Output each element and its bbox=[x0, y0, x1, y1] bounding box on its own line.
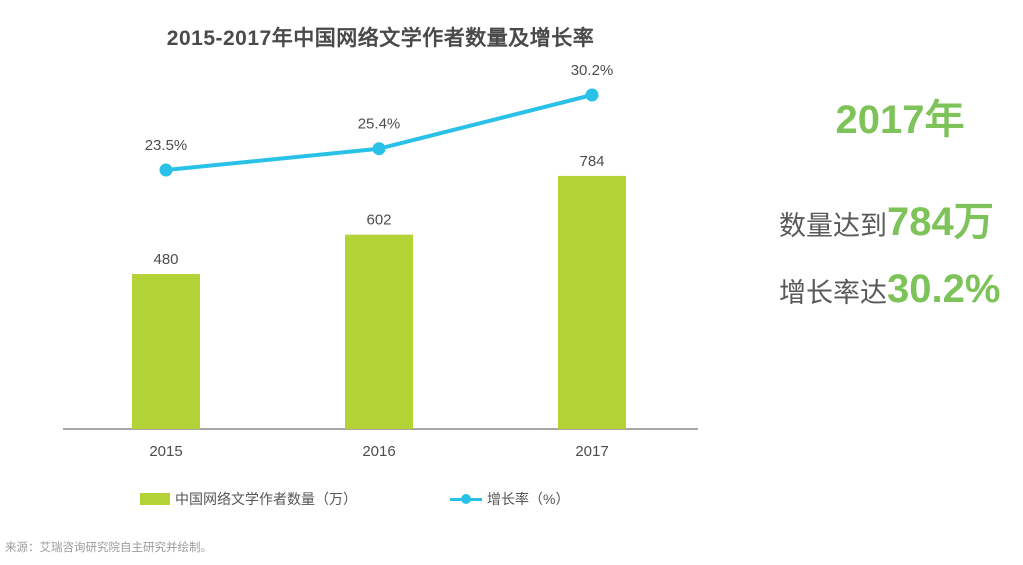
growth-value-label-2017: 30.2% bbox=[571, 62, 614, 79]
source-note: 来源：艾瑞咨询研究院自主研究并绘制。 bbox=[5, 542, 212, 554]
legend-label-authors: 中国网络文学作者数量（万） bbox=[175, 491, 357, 507]
bar-series-swatch-icon bbox=[140, 493, 170, 505]
bar-value-label-2015: 480 bbox=[153, 251, 178, 268]
legend-label-growth: 增长率（%） bbox=[487, 491, 570, 507]
x-axis-label-2016: 2016 bbox=[362, 443, 395, 460]
growth-value-label-2015: 23.5% bbox=[145, 137, 188, 154]
bar-2016 bbox=[345, 234, 413, 429]
growth-point-2016 bbox=[372, 142, 386, 156]
growth-point-2017 bbox=[585, 88, 599, 102]
chart-legend: 中国网络文学作者数量（万） 增长率（%） bbox=[140, 489, 569, 509]
growth-point-2015 bbox=[159, 163, 173, 177]
highlight-rate-value: 30.2% bbox=[887, 267, 1001, 311]
bar-2015 bbox=[132, 274, 200, 429]
highlight-rate-label: 增长率达 bbox=[779, 278, 887, 308]
growth-value-label-2016: 25.4% bbox=[358, 116, 401, 133]
chart-title: 2015-2017年中国网络文学作者数量及增长率 bbox=[166, 27, 595, 50]
x-axis-label-2015: 2015 bbox=[149, 443, 182, 460]
bar-2017 bbox=[558, 175, 626, 429]
highlight-count-line: 数量达到784万 bbox=[779, 199, 1021, 245]
legend-item-authors: 中国网络文学作者数量（万） bbox=[140, 489, 357, 509]
highlight-count-label: 数量达到 bbox=[779, 211, 887, 241]
bar-value-label-2016: 602 bbox=[366, 212, 391, 229]
x-axis-label-2017: 2017 bbox=[575, 443, 608, 460]
bar-value-label-2017: 784 bbox=[579, 153, 604, 170]
chart-plot: 480 2015 602 2016 784 2017 23.5% 25.4% 30.2% bbox=[63, 62, 698, 460]
highlight-year: 2017年 bbox=[835, 98, 965, 142]
highlight-count-value: 784万 bbox=[887, 200, 994, 244]
legend-item-growth: 增长率（%） bbox=[450, 489, 569, 509]
line-series-swatch-icon bbox=[450, 494, 482, 504]
highlight-rate-line: 增长率达30.2% bbox=[779, 266, 1021, 312]
